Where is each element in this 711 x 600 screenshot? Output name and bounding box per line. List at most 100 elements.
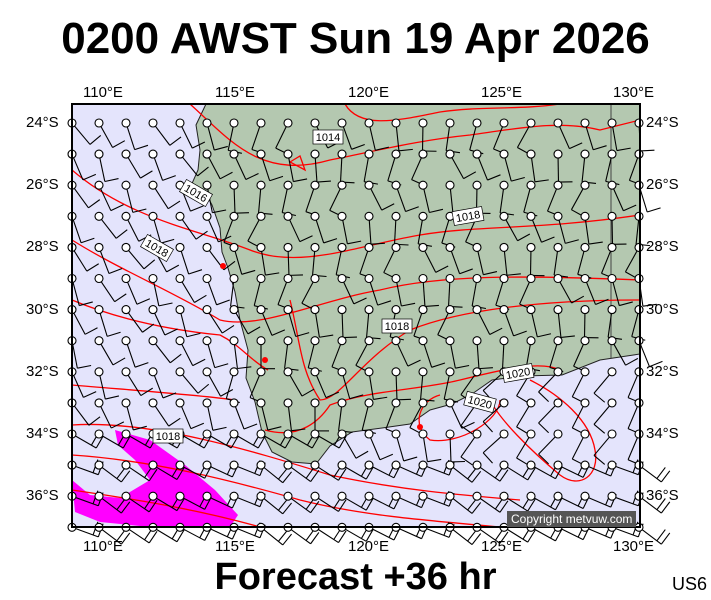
- wind-barb: [472, 305, 503, 336]
- wind-barb: [418, 180, 444, 214]
- wind-barb: [121, 211, 152, 242]
- wind-barb: [391, 460, 428, 477]
- lon-tick-label: 120°E: [348, 538, 390, 555]
- wind-barb: [364, 273, 392, 306]
- station-marker: [220, 263, 226, 269]
- wind-barb: [94, 149, 119, 183]
- wind-barb: [310, 149, 331, 183]
- wind-barb: [283, 305, 310, 338]
- wind-barb: [148, 149, 176, 181]
- wind-barb: [441, 211, 456, 248]
- wind-barb: [607, 336, 639, 366]
- wind-barb: [445, 491, 482, 514]
- isobar-line: [288, 155, 307, 172]
- wind-barb: [571, 367, 590, 404]
- isobar-label: 1020: [463, 390, 497, 414]
- wind-barb: [94, 336, 126, 366]
- wind-barb: [418, 242, 449, 273]
- wind-barb: [538, 429, 563, 465]
- lon-tick-label: 120°E: [348, 84, 390, 101]
- wind-barb: [256, 242, 280, 276]
- wind-barb: [229, 242, 256, 275]
- isobar-line: [71, 384, 236, 401]
- wind-barb: [148, 491, 185, 512]
- lat-tick-label: 26°S: [646, 176, 679, 194]
- wind-barb: [202, 305, 235, 334]
- wind-barb: [121, 336, 149, 368]
- wind-barb: [482, 429, 509, 464]
- wind-barb: [472, 336, 493, 370]
- wind-barb: [94, 367, 120, 400]
- copyright-label: Copyright metvuw.com: [507, 511, 637, 527]
- wind-barb: [553, 491, 590, 509]
- wind-barb: [94, 460, 131, 483]
- wind-barb: [121, 491, 158, 513]
- station-marker: [417, 424, 423, 430]
- wind-barb: [418, 367, 435, 402]
- wind-barb: [516, 429, 536, 466]
- wind-barb: [175, 242, 203, 275]
- svg-text:1018: 1018: [385, 321, 409, 333]
- lon-tick-label: 110°E: [83, 84, 123, 101]
- wind-barb: [175, 305, 201, 338]
- wind-barb: [499, 211, 531, 242]
- isobar-label: 1014: [312, 129, 344, 145]
- wind-barb: [364, 180, 395, 211]
- lat-tick-label: 34°S: [26, 425, 59, 442]
- wind-barb: [337, 211, 362, 245]
- lat-tick-label: 28°S: [26, 238, 59, 256]
- wind-barb: [580, 149, 597, 184]
- isobar-line: [71, 423, 521, 501]
- wind-barb: [516, 398, 536, 435]
- wind-barb: [437, 305, 455, 342]
- wind-barb: [538, 398, 563, 434]
- wind-barb: [281, 180, 296, 217]
- wind-barb: [283, 211, 313, 243]
- wind-barb: [418, 336, 446, 368]
- lon-tick-label: 125°E: [481, 84, 523, 101]
- wind-barb: [391, 118, 413, 152]
- wind-barb: [364, 118, 390, 151]
- wind-barb: [387, 149, 402, 186]
- wind-barb: [355, 336, 374, 373]
- wind-barb: [570, 180, 590, 217]
- wind-barb: [94, 398, 125, 429]
- wind-barb: [445, 336, 470, 369]
- lon-tick-label: 125°E: [481, 538, 523, 555]
- isobar-line: [71, 169, 641, 259]
- wind-barb: [418, 429, 442, 463]
- wind-barb: [445, 242, 473, 275]
- lat-tick-label: 24°S: [646, 114, 679, 131]
- wind-barb: [593, 398, 617, 434]
- wind-barb: [580, 118, 607, 151]
- lat-tick-label: 30°S: [646, 300, 679, 318]
- wind-barb: [249, 367, 266, 404]
- lon-tick-label: 130°E: [613, 538, 655, 555]
- wind-barb: [526, 305, 552, 338]
- wind-barb: [148, 305, 178, 336]
- lat-tick-label: 24°S: [26, 114, 59, 131]
- wind-barb: [526, 211, 555, 243]
- svg-text:1014: 1014: [316, 132, 340, 144]
- isobar-label: 1018: [152, 428, 184, 444]
- wind-barb: [310, 242, 327, 278]
- wind-barb: [364, 367, 388, 400]
- wind-barb: [223, 211, 239, 248]
- wind-barb: [175, 398, 205, 430]
- forecast-hour: Forecast +36 hr: [214, 556, 497, 598]
- lon-tick-label: 115°E: [215, 538, 255, 555]
- wind-barb: [499, 305, 527, 337]
- isobar-label: 1018: [451, 206, 485, 226]
- wind-barb: [593, 367, 617, 403]
- wind-barb: [391, 180, 419, 213]
- wind-barb: [472, 491, 509, 513]
- wind-barb: [418, 273, 439, 307]
- wind-barb: [301, 273, 320, 311]
- wind-barb: [526, 460, 563, 480]
- wind-barb: [383, 242, 401, 280]
- isobar-line: [489, 379, 597, 482]
- isobar-line: [289, 299, 641, 401]
- wind-barb: [391, 429, 418, 462]
- wind-barb: [337, 429, 369, 459]
